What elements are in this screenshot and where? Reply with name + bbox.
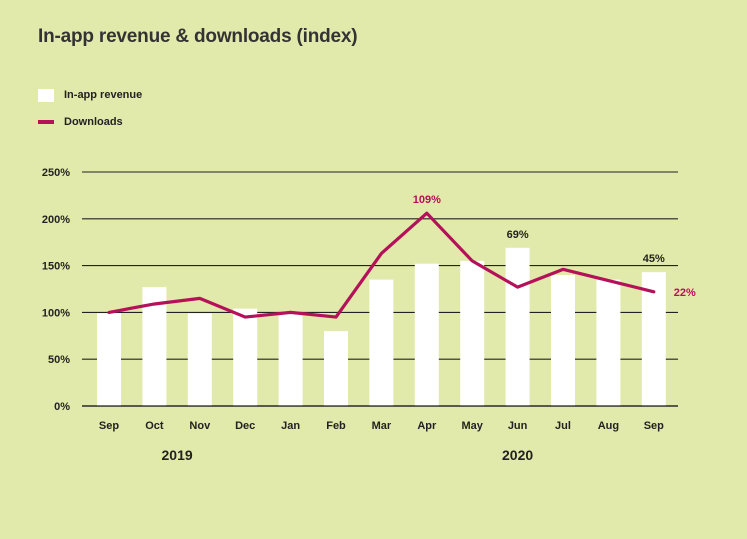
- x-tick-label: Apr: [417, 420, 437, 432]
- annotation-22pct: 22%: [674, 287, 696, 299]
- x-tick-label: Sep: [644, 420, 664, 432]
- annotation-69pct: 69%: [507, 229, 529, 241]
- legend-item-revenue: In-app revenue: [38, 86, 142, 104]
- bar-sep-0: [97, 313, 121, 406]
- x-tick-label: Dec: [235, 420, 255, 432]
- x-tick-label: Sep: [99, 420, 119, 432]
- x-tick-label: Aug: [598, 420, 619, 432]
- year-label-2019: 2019: [162, 447, 193, 463]
- x-tick-label: Jun: [508, 420, 528, 432]
- x-tick-label: Mar: [372, 420, 392, 432]
- legend-label-revenue: In-app revenue: [64, 89, 143, 101]
- bar-jan-4: [278, 312, 303, 406]
- x-tick-label: Nov: [189, 420, 211, 432]
- x-tick-label: Jul: [555, 420, 571, 432]
- legend-item-downloads: Downloads: [38, 113, 142, 131]
- y-tick-label: 0%: [54, 401, 70, 413]
- bar-feb-5: [324, 331, 348, 406]
- annotation-45pct: 45%: [643, 253, 665, 265]
- year-label-2020: 2020: [502, 447, 533, 463]
- bar-jun-9: [505, 247, 530, 406]
- x-tick-label: May: [461, 420, 483, 432]
- legend-swatch-revenue: [38, 88, 54, 102]
- bar-nov-2: [187, 313, 212, 406]
- bar-apr-7: [414, 263, 439, 406]
- legend: In-app revenue Downloads: [38, 86, 142, 140]
- bar-sep-12: [641, 272, 666, 406]
- legend-label-downloads: Downloads: [64, 116, 123, 128]
- bar-may-8: [460, 260, 485, 406]
- bar-aug-11: [596, 279, 621, 406]
- bar-mar-6: [369, 279, 394, 406]
- y-tick-label: 100%: [42, 307, 70, 319]
- y-tick-label: 250%: [42, 167, 70, 179]
- y-tick-label: 200%: [42, 214, 70, 226]
- annotation-109pct: 109%: [413, 194, 441, 206]
- x-tick-label: Feb: [326, 420, 346, 432]
- bar-dec-3: [233, 308, 258, 406]
- chart-title: In-app revenue & downloads (index): [38, 26, 358, 47]
- y-tick-label: 150%: [42, 261, 70, 273]
- bar-jul-10: [551, 274, 575, 406]
- y-tick-label: 50%: [48, 354, 70, 366]
- x-tick-label: Jan: [281, 420, 300, 432]
- legend-swatch-downloads: [38, 120, 54, 124]
- x-tick-label: Oct: [145, 420, 164, 432]
